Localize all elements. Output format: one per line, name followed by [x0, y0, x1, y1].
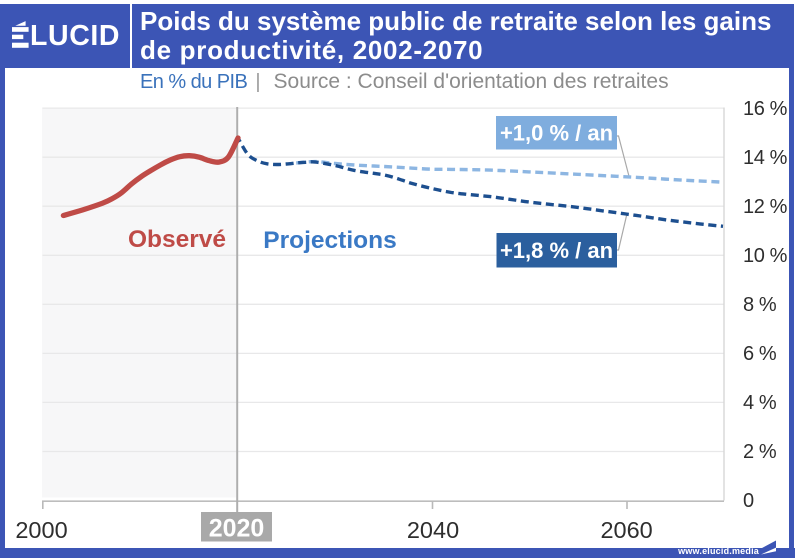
svg-text:+1,8 % / an: +1,8 % / an — [500, 238, 613, 263]
svg-text:12 %: 12 % — [743, 196, 788, 218]
svg-text:4 %: 4 % — [743, 392, 777, 414]
svg-text:8 %: 8 % — [743, 294, 777, 316]
svg-text:Projections: Projections — [263, 227, 396, 254]
svg-text:+1,0 % / an: +1,0 % / an — [500, 121, 613, 146]
svg-text:2000: 2000 — [15, 517, 67, 543]
svg-text:10 %: 10 % — [743, 245, 788, 267]
svg-text:2040: 2040 — [407, 517, 459, 543]
svg-text:2020: 2020 — [209, 515, 265, 543]
svg-text:0: 0 — [743, 490, 754, 512]
svg-text:6 %: 6 % — [743, 343, 777, 365]
svg-text:14 %: 14 % — [743, 147, 788, 169]
svg-text:2 %: 2 % — [743, 441, 777, 463]
svg-text:16 %: 16 % — [743, 98, 788, 120]
svg-text:2060: 2060 — [600, 517, 652, 543]
svg-text:Observé: Observé — [128, 226, 226, 253]
